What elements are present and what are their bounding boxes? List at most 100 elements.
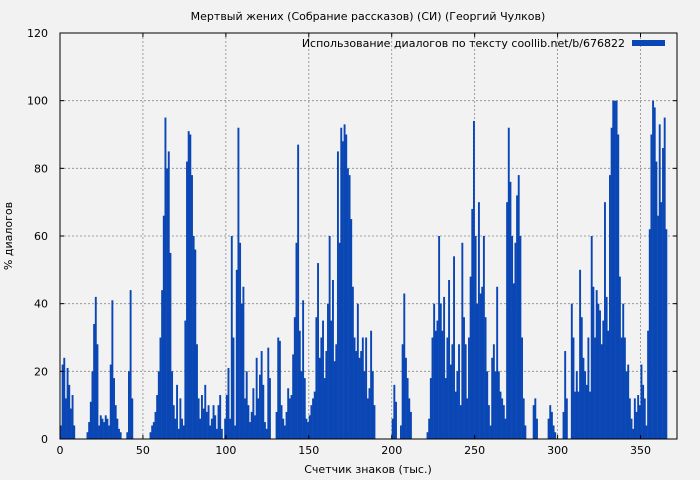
- bar: [564, 351, 567, 439]
- bar: [196, 344, 198, 439]
- bar: [259, 374, 261, 439]
- x-tick-label: 200: [381, 444, 402, 457]
- bar: [111, 300, 114, 439]
- bar: [197, 398, 200, 439]
- bar: [647, 330, 650, 439]
- bar: [254, 415, 256, 439]
- bar: [361, 337, 364, 439]
- bar: [589, 391, 591, 439]
- bar: [172, 405, 175, 439]
- bar: [391, 418, 394, 439]
- bar: [428, 418, 431, 439]
- bar: [618, 276, 621, 439]
- bar: [489, 425, 492, 439]
- bar: [507, 127, 510, 439]
- bar: [456, 371, 459, 439]
- bar: [260, 351, 263, 439]
- bar: [665, 229, 668, 439]
- bar: [161, 290, 164, 439]
- bar: [149, 432, 152, 439]
- bar: [368, 388, 371, 439]
- bar: [325, 351, 328, 439]
- bar: [227, 367, 230, 439]
- bar: [395, 401, 397, 439]
- bar: [448, 279, 451, 439]
- bar: [86, 432, 89, 439]
- bar: [408, 398, 411, 439]
- bar: [650, 134, 653, 439]
- bar: [610, 127, 613, 439]
- y-axis-label: % диалогов: [2, 202, 15, 270]
- bar: [300, 371, 303, 439]
- bar: [157, 371, 160, 439]
- bar: [609, 175, 611, 439]
- bar: [574, 391, 577, 439]
- bar: [658, 124, 661, 439]
- y-tick-label: 40: [34, 298, 48, 311]
- bar: [212, 405, 215, 439]
- bar: [511, 236, 514, 439]
- bar: [492, 344, 495, 439]
- bar: [219, 395, 222, 439]
- bar: [628, 398, 631, 439]
- bar: [189, 134, 192, 439]
- bar: [549, 405, 552, 439]
- bar: [245, 371, 248, 439]
- bar: [570, 303, 573, 439]
- bar: [536, 418, 538, 439]
- bar: [220, 428, 223, 439]
- bar: [474, 236, 477, 439]
- bar: [162, 215, 165, 439]
- bar: [579, 269, 582, 439]
- bar: [332, 279, 334, 439]
- bar: [318, 357, 321, 439]
- bar: [461, 242, 464, 439]
- bar: [171, 371, 174, 439]
- bar: [468, 337, 470, 439]
- bar: [330, 320, 333, 439]
- bar: [338, 242, 341, 439]
- bar: [247, 405, 250, 439]
- bar: [224, 418, 227, 439]
- bar: [463, 317, 465, 439]
- bar: [524, 425, 527, 439]
- bar: [255, 357, 258, 439]
- bar: [469, 276, 472, 439]
- legend: Использование диалогов по тексту coollib…: [302, 37, 665, 50]
- bar: [262, 384, 265, 439]
- bar: [230, 236, 233, 439]
- bar: [552, 425, 555, 439]
- bar: [295, 242, 298, 439]
- bar: [283, 425, 286, 439]
- bar: [101, 418, 104, 439]
- bar: [370, 330, 373, 439]
- bar: [438, 236, 441, 439]
- bar: [645, 425, 648, 439]
- bar: [131, 398, 134, 439]
- bar: [653, 107, 656, 440]
- bar: [340, 127, 343, 439]
- bar: [554, 432, 557, 439]
- bar: [643, 398, 646, 439]
- bar: [599, 310, 601, 439]
- bar: [257, 398, 260, 439]
- bar: [66, 367, 69, 439]
- bar: [547, 418, 550, 439]
- bar: [366, 398, 369, 439]
- bar: [663, 117, 666, 439]
- bar: [648, 229, 651, 439]
- x-tick-label: 300: [547, 444, 568, 457]
- bar: [116, 418, 119, 439]
- bar: [477, 202, 480, 439]
- bar: [159, 337, 162, 439]
- bar: [244, 398, 247, 439]
- bar: [472, 120, 475, 439]
- bar: [605, 296, 608, 439]
- bar: [562, 411, 565, 439]
- bar: [234, 425, 237, 439]
- bar: [607, 330, 610, 439]
- bar: [114, 405, 117, 439]
- bar: [202, 408, 205, 439]
- bar: [341, 141, 344, 439]
